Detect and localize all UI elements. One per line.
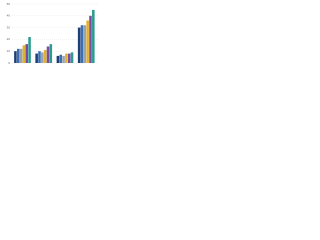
y-tick-label: 40 bbox=[7, 14, 11, 18]
bar bbox=[83, 25, 87, 64]
bar bbox=[59, 54, 63, 63]
bar bbox=[14, 51, 17, 63]
y-tick-label: 30 bbox=[7, 25, 11, 29]
bar bbox=[41, 52, 44, 63]
y-tick-label: 50 bbox=[7, 2, 11, 6]
page: {"chart_data": {"type": "bar", "categori… bbox=[0, 0, 320, 71]
bar bbox=[16, 48, 20, 63]
bar bbox=[22, 45, 26, 63]
bar bbox=[28, 37, 31, 63]
y-tick-label: 10 bbox=[7, 49, 11, 53]
y-tick-label: 20 bbox=[7, 37, 11, 41]
bar bbox=[43, 50, 47, 63]
bar bbox=[77, 27, 81, 64]
bar bbox=[70, 52, 74, 63]
chart: 0 10 20 30 40 50 bbox=[7, 2, 97, 65]
bar bbox=[67, 53, 71, 63]
bar bbox=[19, 48, 23, 63]
bar bbox=[65, 53, 68, 63]
bar bbox=[86, 20, 89, 63]
bar bbox=[35, 53, 38, 63]
bar bbox=[92, 9, 95, 63]
y-tick-label: 0 bbox=[8, 61, 10, 65]
bar bbox=[56, 55, 60, 63]
bar bbox=[25, 44, 29, 63]
bar bbox=[49, 44, 53, 63]
bar bbox=[80, 25, 84, 64]
bar bbox=[46, 46, 50, 63]
bar bbox=[38, 51, 41, 63]
bar bbox=[62, 55, 65, 63]
bar bbox=[89, 15, 92, 64]
